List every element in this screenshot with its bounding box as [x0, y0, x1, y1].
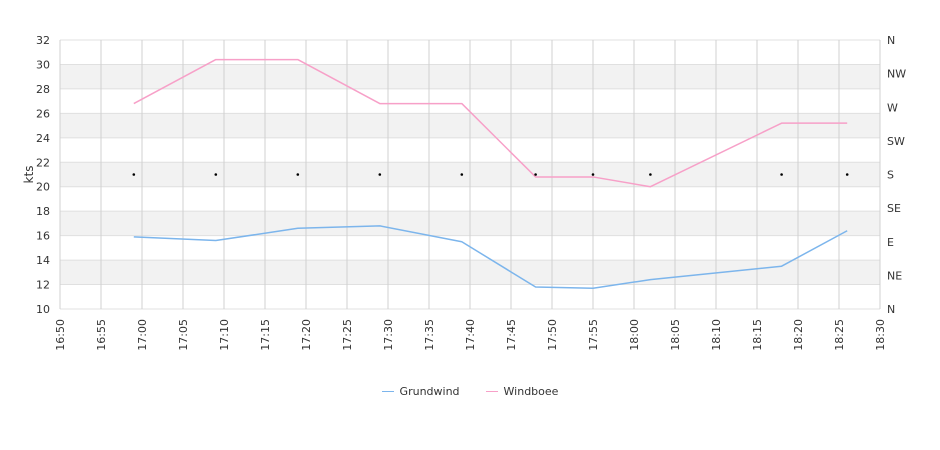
y-tick-label: 22 — [36, 156, 50, 169]
y-tick-label: 18 — [36, 205, 50, 218]
direction-tick-label: E — [887, 236, 894, 249]
y-tick-label: 24 — [36, 132, 50, 145]
direction-tick-label: N — [887, 34, 895, 47]
direction-marker — [460, 173, 464, 176]
x-tick-label: 17:35 — [423, 319, 436, 351]
chart-legend: Grundwind Windboee — [0, 385, 940, 398]
x-tick-label: 18:00 — [628, 319, 641, 351]
direction-marker — [649, 173, 652, 176]
direction-tick-label: N — [887, 303, 895, 316]
direction-marker — [132, 173, 136, 176]
y-tick-label: 12 — [36, 279, 50, 292]
y-tick-label: 26 — [36, 107, 50, 120]
x-tick-label: 18:10 — [710, 319, 723, 351]
x-tick-label: 17:40 — [464, 319, 477, 351]
series-line-windboee — [133, 58, 848, 188]
y-tick-label: 20 — [36, 181, 50, 194]
direction-tick-label: SE — [887, 202, 901, 215]
x-tick-label: 17:45 — [505, 319, 518, 351]
legend-item-grundwind[interactable]: Grundwind — [381, 385, 460, 398]
y-tick-label: 14 — [36, 254, 50, 267]
x-tick-label: 17:30 — [382, 319, 395, 351]
legend-label-windboee: Windboee — [503, 385, 559, 398]
direction-marker — [296, 173, 300, 176]
y-tick-label: 30 — [36, 58, 50, 71]
direction-marker — [591, 173, 595, 176]
x-tick-label: 17:15 — [259, 319, 272, 351]
direction-tick-label: W — [887, 101, 898, 114]
legend-swatch-windboee — [485, 391, 498, 392]
x-tick-label: 17:25 — [341, 319, 354, 351]
x-tick-label: 17:50 — [546, 319, 559, 351]
direction-tick-label: NW — [887, 68, 906, 81]
x-tick-label: 17:00 — [136, 319, 149, 351]
x-tick-label: 17:20 — [300, 319, 313, 351]
x-tick-label: 17:10 — [218, 319, 231, 351]
series-line-grundwind — [133, 225, 848, 289]
x-tick-label: 18:05 — [669, 319, 682, 351]
direction-tick-label: SW — [887, 135, 905, 148]
direction-marker — [534, 173, 537, 176]
direction-tick-label: NE — [887, 269, 902, 282]
legend-swatch-grundwind — [381, 391, 394, 392]
direction-marker — [378, 173, 382, 176]
legend-item-windboee[interactable]: Windboee — [485, 385, 559, 398]
chart-canvas: 10 12 14 16 18 20 22 24 26 28 30 32 kts N NE E SE S SW W NW N… — [22, 34, 906, 351]
y-tick-label: 28 — [36, 83, 50, 96]
x-tick-label: 16:55 — [95, 319, 108, 351]
x-tick-label: 17:55 — [587, 319, 600, 351]
x-tick-label: 18:25 — [833, 319, 846, 351]
x-tick-label: 16:50 — [54, 319, 67, 351]
x-tick-label: 18:20 — [792, 319, 805, 351]
legend-label-grundwind: Grundwind — [399, 385, 460, 398]
y-axis-label: kts — [22, 166, 36, 184]
x-tick-label: 17:05 — [177, 319, 190, 351]
direction-tick-label: S — [887, 169, 894, 182]
y-tick-label: 10 — [36, 303, 50, 316]
x-tick-label: 18:30 — [874, 319, 887, 351]
x-tick-label: 18:15 — [751, 319, 764, 351]
y-tick-label: 32 — [36, 34, 50, 47]
y-tick-label: 16 — [36, 230, 50, 243]
direction-marker — [845, 173, 849, 176]
direction-marker — [214, 173, 218, 176]
direction-marker — [780, 173, 783, 176]
